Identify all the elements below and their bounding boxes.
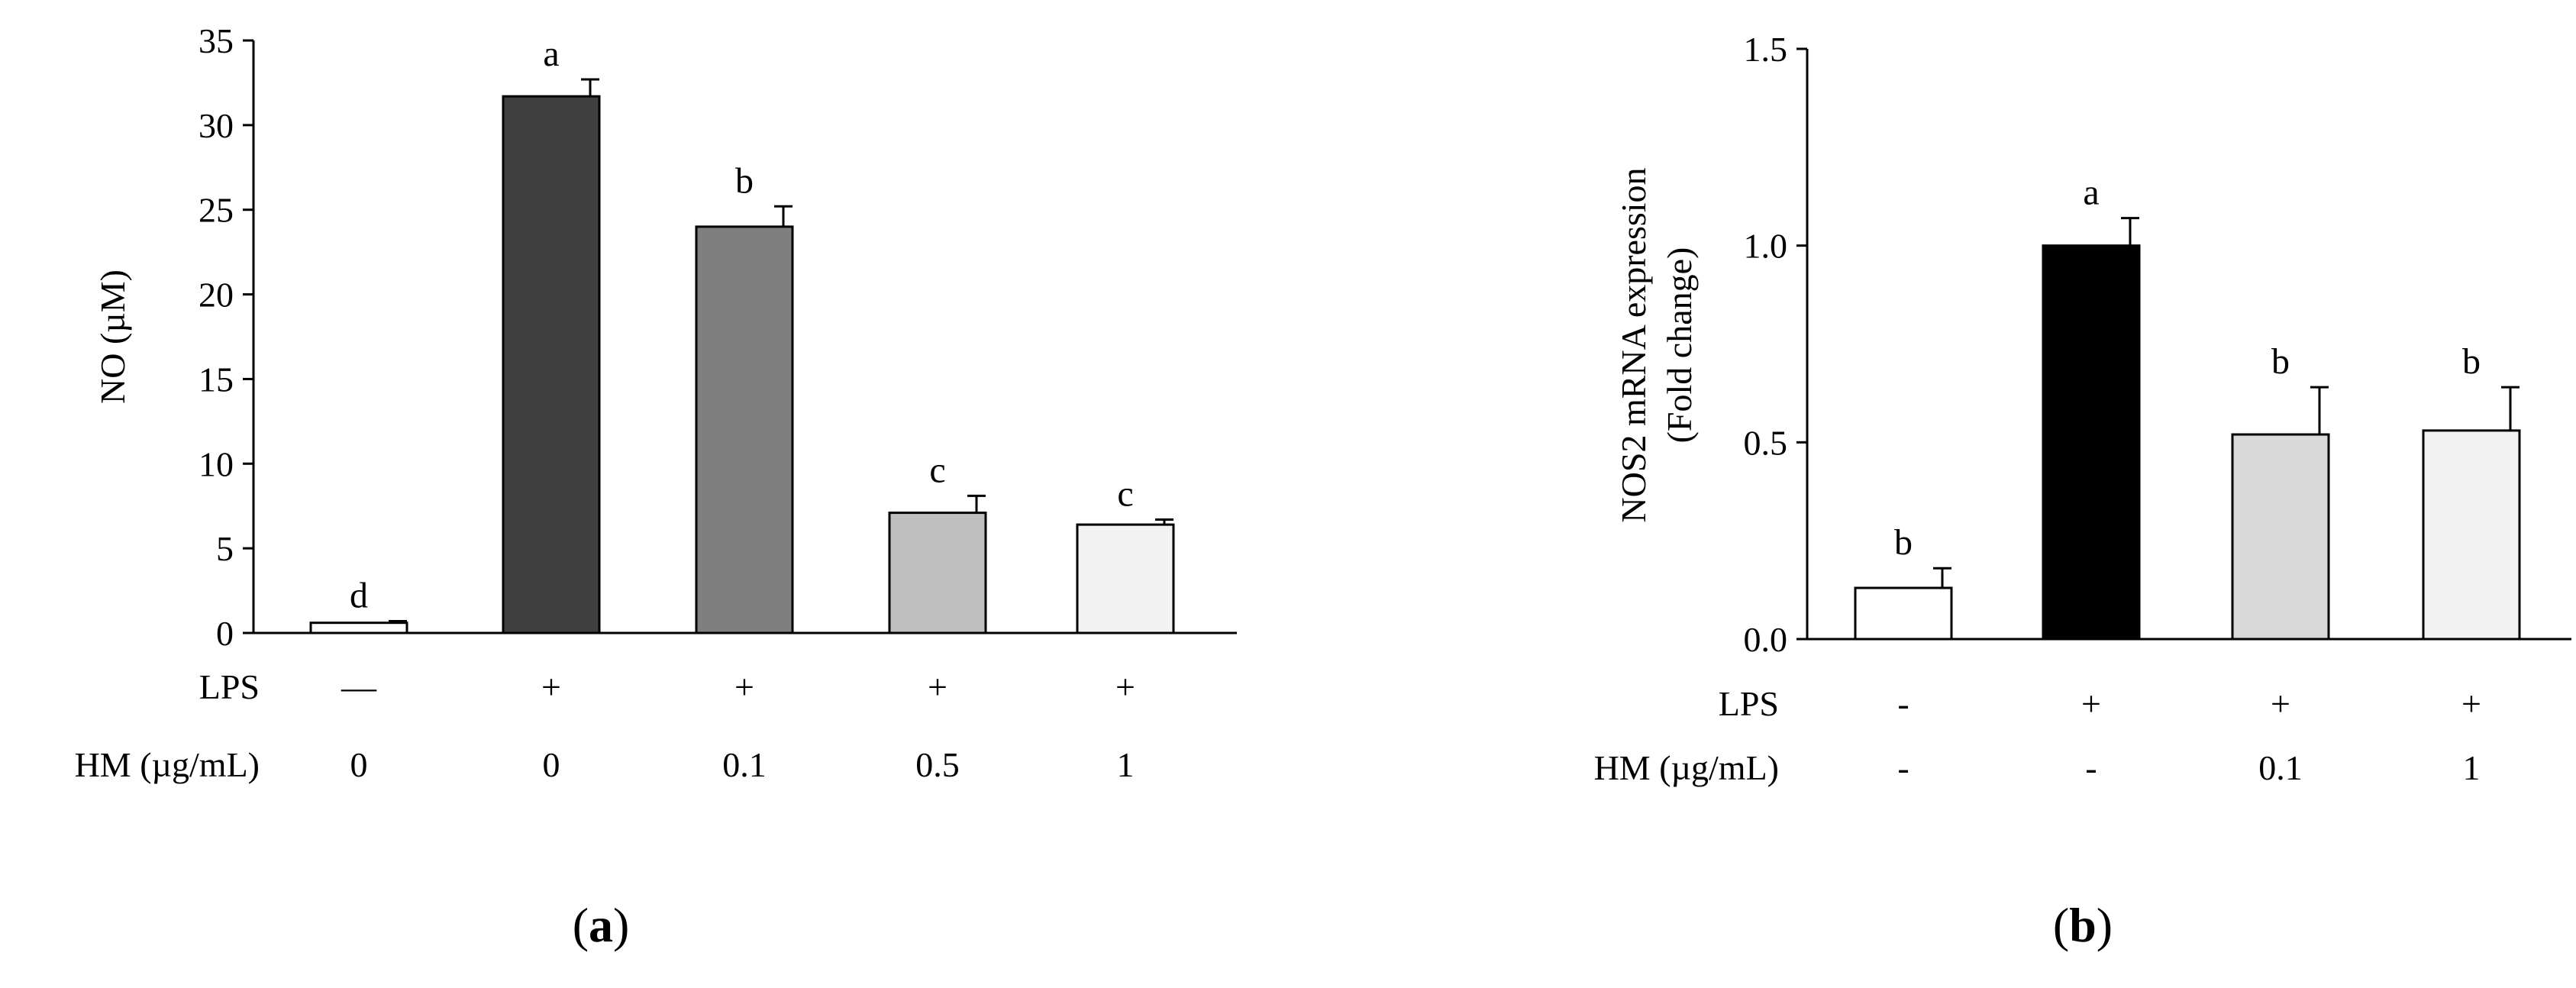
bar bbox=[2231, 433, 2330, 641]
y-tick-label: 1.0 bbox=[1744, 227, 1788, 266]
y-tick-label: 5 bbox=[216, 529, 234, 568]
bar bbox=[888, 512, 987, 634]
panel-label: (b) bbox=[2053, 898, 2113, 952]
significance-letter: a bbox=[2083, 173, 2099, 213]
y-tick-label: 0.5 bbox=[1744, 423, 1788, 462]
y-axis-label: NOS2 mRNA expression bbox=[1614, 167, 1653, 522]
y-axis-label: NO (µM) bbox=[93, 270, 132, 404]
lps-value: — bbox=[341, 667, 377, 706]
significance-letter: a bbox=[543, 34, 559, 74]
lps-row-label: LPS bbox=[1719, 684, 1779, 723]
bar bbox=[1076, 523, 1175, 634]
bar bbox=[2042, 244, 2141, 641]
significance-letter: c bbox=[1117, 473, 1133, 514]
bar bbox=[695, 225, 794, 634]
bar bbox=[502, 95, 601, 634]
significance-letter: b bbox=[2462, 341, 2481, 382]
hm-row-label: HM (µg/mL) bbox=[75, 745, 260, 784]
significance-letter: b bbox=[2271, 341, 2290, 382]
hm-value: - bbox=[1897, 748, 1909, 787]
significance-letter: c bbox=[929, 450, 945, 490]
lps-value: + bbox=[2271, 684, 2290, 723]
lps-value: + bbox=[2081, 684, 2101, 723]
hm-value: 0.1 bbox=[2258, 748, 2303, 787]
hm-value: 1 bbox=[1117, 745, 1135, 784]
hm-value: 0.5 bbox=[915, 745, 960, 784]
significance-letter: b bbox=[735, 160, 754, 201]
y-axis-label: (Fold change) bbox=[1660, 247, 1699, 444]
lps-value: + bbox=[928, 667, 947, 706]
y-tick-label: 15 bbox=[199, 360, 234, 399]
y-tick-label: 10 bbox=[199, 444, 234, 483]
hm-value: 0 bbox=[350, 745, 368, 784]
hm-value: 1 bbox=[2463, 748, 2481, 787]
y-tick-label: 20 bbox=[199, 276, 234, 315]
lps-row-label: LPS bbox=[199, 667, 260, 706]
lps-value: + bbox=[734, 667, 754, 706]
hm-value: 0 bbox=[543, 745, 560, 784]
bar bbox=[309, 622, 408, 634]
hm-value: 0.1 bbox=[722, 745, 767, 784]
y-tick-label: 0 bbox=[216, 614, 234, 653]
panel-label: (a) bbox=[573, 898, 630, 952]
significance-letter: d bbox=[350, 575, 368, 615]
bar bbox=[2422, 429, 2521, 641]
y-tick-label: 35 bbox=[199, 21, 234, 60]
significance-letter: b bbox=[1894, 522, 1913, 563]
y-tick-label: 25 bbox=[199, 191, 234, 230]
hm-row-label: HM (µg/mL) bbox=[1594, 748, 1779, 787]
lps-value: - bbox=[1897, 684, 1909, 723]
lps-value: + bbox=[1115, 667, 1135, 706]
lps-value: + bbox=[541, 667, 561, 706]
hm-value: - bbox=[2085, 748, 2097, 787]
bar bbox=[1854, 586, 1953, 641]
y-tick-label: 1.5 bbox=[1744, 30, 1788, 69]
y-tick-label: 0.0 bbox=[1744, 620, 1788, 659]
y-tick-label: 30 bbox=[199, 106, 234, 145]
lps-value: + bbox=[2461, 684, 2481, 723]
